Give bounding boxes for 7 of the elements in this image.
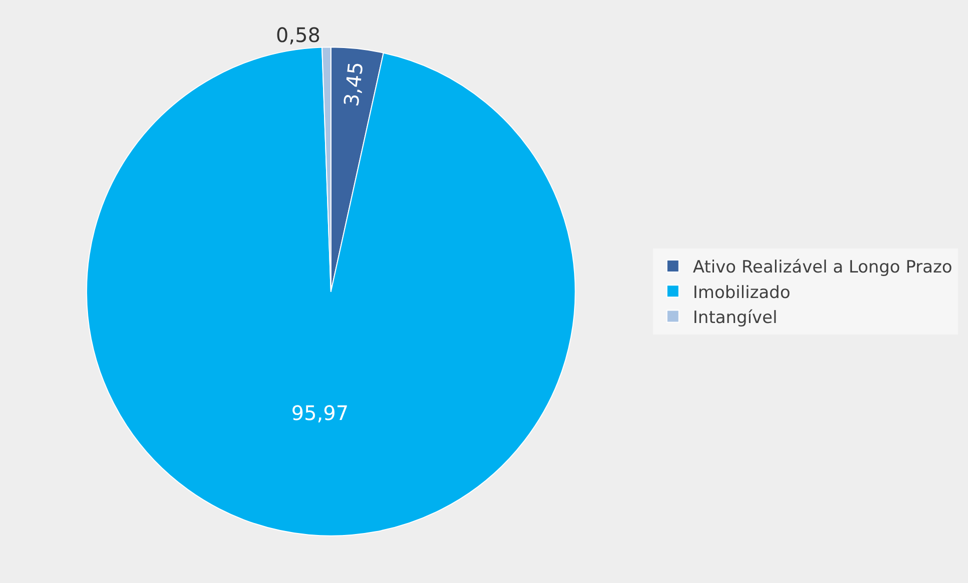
legend-label: Imobilizado: [692, 282, 790, 303]
legend-label: Intangível: [692, 308, 778, 328]
legend-label: Ativo Realizável a Longo Prazo: [692, 258, 952, 278]
pie-slice: [86, 46, 576, 536]
data-label: 0,58: [276, 23, 320, 48]
data-label: 95,97: [291, 401, 349, 426]
data-label: 3,45: [339, 60, 368, 108]
